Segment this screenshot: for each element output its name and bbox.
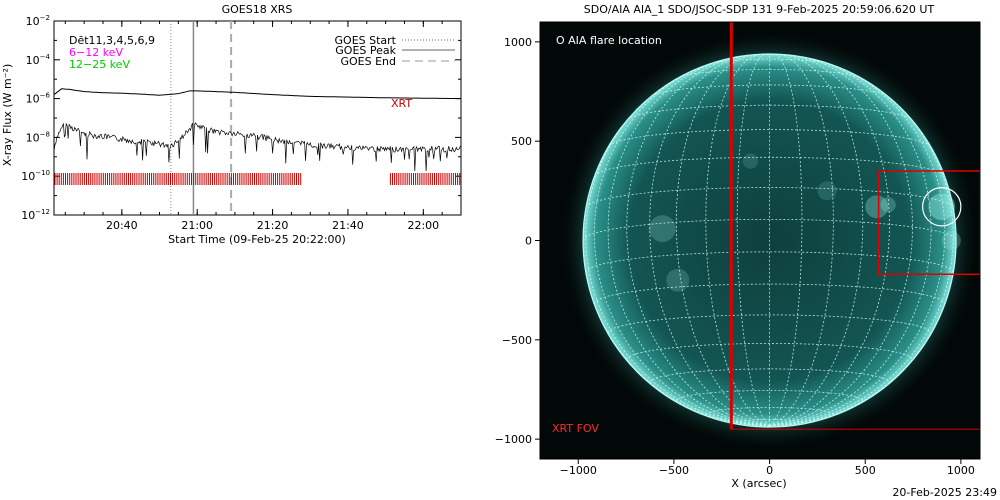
longitude-line — [675, 54, 770, 427]
legend-goes-start-label: GOES Start — [335, 34, 397, 47]
goes-y-tick-label: 10−12 — [21, 208, 50, 222]
longitude-line — [769, 58, 932, 427]
active-region — [742, 153, 759, 169]
flare-location-circle — [922, 187, 962, 227]
goes-y-axis-label: X-ray Flux (W m⁻²) — [1, 64, 14, 166]
latitude-line — [608, 129, 931, 147]
latitude-line — [675, 389, 864, 402]
longitude-line — [626, 56, 770, 427]
aia-x-axis-label: X (arcsec) — [731, 477, 786, 490]
goes-x-tick-label: 21:20 — [257, 219, 289, 232]
active-region — [928, 193, 956, 221]
goes-y-tick-label: 10−8 — [26, 130, 50, 144]
active-region — [817, 181, 837, 201]
latitude-line — [709, 58, 830, 65]
aia-y-tick-label: 0 — [525, 235, 532, 248]
longitude-line — [649, 54, 770, 427]
longitude-line — [593, 64, 770, 427]
aia-y-tick-label: −500 — [502, 334, 532, 347]
aia-x-tick-label: −1000 — [560, 464, 597, 477]
longitude-line — [583, 240, 770, 427]
longitude-line — [769, 88, 954, 427]
aia-x-tick-label: 1000 — [947, 464, 975, 477]
aia-xrt-fov-label: XRT FOV — [552, 422, 599, 435]
aia-y-tick-label: 500 — [511, 135, 532, 148]
longitude-line — [736, 53, 770, 427]
aia-x-tick-label: 0 — [766, 464, 773, 477]
longitude-line — [769, 53, 803, 427]
goes-series-long — [53, 88, 461, 100]
latitude-line — [585, 187, 954, 208]
goes-series-short — [53, 122, 462, 172]
latitude-line — [583, 219, 957, 241]
longitude-line — [607, 58, 770, 427]
aia-image-area: −1000 −500 0 500 1000 1000 500 0 −500 −1000 — [495, 21, 981, 477]
goes-chart-title: GOES18 XRS — [222, 3, 293, 16]
latitude-line — [650, 84, 889, 97]
heliographic-grid — [583, 53, 957, 427]
longitude-line — [585, 88, 770, 427]
active-region — [666, 268, 690, 292]
goes-x-axis-label: Start Time (09-Feb-25 20:22:00) — [168, 233, 346, 246]
goes-xrt-coverage-bar — [389, 173, 461, 185]
aia-image-title: SDO/AIA AIA_1 SDO/JSOC-SDP 131 9-Feb-202… — [584, 3, 935, 16]
goes-x-tick-label: 20:40 — [106, 219, 138, 232]
aia-y-tick-label: −1000 — [495, 433, 532, 446]
timestamp: 20-Feb-2025 23:49 — [892, 486, 997, 499]
goes-xrt-label: XRT — [391, 97, 412, 110]
longitude-line — [769, 64, 946, 427]
aia-y-tick-label: 1000 — [504, 36, 532, 49]
aia-x-tick-label: 500 — [855, 464, 876, 477]
active-region — [649, 215, 676, 242]
goes-y-tick-label: 10−10 — [21, 169, 50, 183]
goes-x-tick-label: 22:00 — [407, 219, 439, 232]
longitude-line — [769, 56, 913, 427]
goes-y-tick-label: 10−4 — [26, 53, 51, 67]
latitude-line — [627, 104, 912, 120]
goes-y-tick-label: 10−6 — [26, 92, 51, 106]
goes-detector-label: Dēt11,3,4,5,6,9 — [69, 34, 155, 47]
active-region — [880, 197, 896, 213]
longitude-line — [769, 54, 864, 427]
legend-goes-end-label: GOES End — [340, 55, 396, 68]
aia-x-tick-label: −500 — [659, 464, 689, 477]
aia-flare-legend: O AIA flare location — [556, 34, 662, 47]
solar-limb — [582, 53, 957, 428]
goes-plot-area: 10−2 10−4 10−6 10−8 10−10 10−12 20:40 21:00 21:2… — [21, 14, 462, 232]
goes-x-tick-label: 21:40 — [332, 219, 364, 232]
legend-goes-peak-label: GOES Peak — [335, 44, 396, 57]
goes-y-tick-label: 10−2 — [26, 14, 50, 28]
longitude-line — [769, 54, 834, 427]
xrt-subfield-box — [877, 170, 980, 276]
active-region — [865, 195, 889, 219]
longitude-line — [769, 54, 890, 427]
goes-channel-label-low: 6−12 keV — [69, 46, 123, 59]
goes-x-tick-label: 21:00 — [181, 219, 213, 232]
aia-image-clip — [540, 22, 980, 459]
goes-channel-label-high: 12−25 keV — [69, 58, 130, 71]
longitude-line — [769, 240, 957, 427]
goes-xrt-coverage-bar — [54, 173, 302, 185]
